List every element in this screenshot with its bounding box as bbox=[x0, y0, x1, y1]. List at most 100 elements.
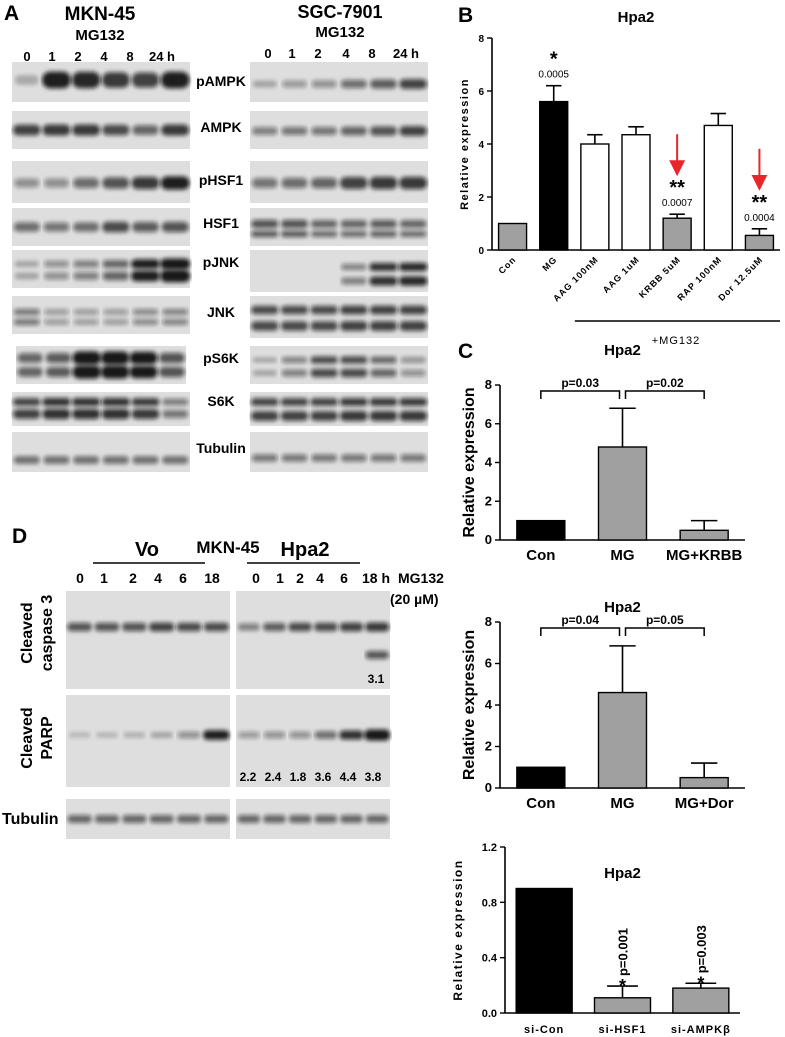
blot-band bbox=[14, 178, 40, 188]
blot-parp-vo bbox=[66, 695, 230, 787]
blot-band bbox=[370, 231, 397, 237]
blot-membrane bbox=[236, 799, 390, 839]
blot-band bbox=[250, 411, 279, 421]
blot-band bbox=[43, 178, 70, 188]
category-label: si-AMPKβ bbox=[671, 1024, 731, 1036]
blot-band bbox=[310, 231, 338, 237]
blot-band bbox=[280, 305, 309, 315]
blot-band bbox=[251, 178, 278, 188]
y-tick-label: 8 bbox=[478, 34, 484, 45]
row-label-tubulin: Tubulin bbox=[2, 811, 59, 828]
blot-band bbox=[102, 456, 130, 464]
timepoint-label: 2 bbox=[314, 46, 321, 61]
blot-band bbox=[281, 356, 308, 364]
p-value-label: p=0.003 bbox=[694, 925, 709, 973]
timepoint-label: 24 h bbox=[393, 46, 419, 61]
category-label: MG+KRBB bbox=[666, 547, 742, 564]
blot-membrane bbox=[16, 346, 186, 384]
blot-membrane bbox=[12, 62, 190, 102]
blot-band bbox=[102, 177, 130, 189]
protein-label-pjnk: pJNK bbox=[203, 254, 240, 270]
blot-band bbox=[311, 80, 337, 88]
panel-a-right-treatment: MG132 bbox=[315, 24, 364, 41]
blot-caspase3-hpa2 bbox=[236, 591, 390, 689]
blot-band bbox=[67, 815, 92, 823]
blot-band bbox=[131, 176, 160, 190]
blot-ampk-sgc7901 bbox=[250, 111, 428, 149]
blot-band bbox=[161, 221, 189, 233]
timepoint-label: 6 bbox=[179, 570, 187, 586]
p-value-label: 0.0005 bbox=[538, 70, 569, 81]
blot-band bbox=[96, 732, 118, 738]
panel-d-vo-timepoints: 0 1 2 4 6 18 bbox=[76, 570, 220, 586]
y-tick-label: 6 bbox=[485, 656, 492, 671]
blot-band bbox=[280, 398, 309, 406]
blot-band bbox=[72, 456, 100, 464]
blot-band bbox=[43, 272, 70, 280]
parp-quant-values: 2.2 2.4 1.8 3.6 4.4 3.8 bbox=[240, 770, 382, 784]
blot-band bbox=[130, 259, 161, 269]
blot-jnk-sgc7901 bbox=[250, 296, 428, 338]
blot-band bbox=[102, 124, 130, 136]
blot-membrane bbox=[250, 250, 428, 292]
blot-band bbox=[158, 352, 185, 364]
panel-a-right-timepoints: 0 1 2 4 8 24 h bbox=[264, 46, 419, 61]
blot-ps6k-mkn45 bbox=[16, 346, 186, 384]
blot-band bbox=[14, 261, 39, 267]
blot-hsf1-sgc7901 bbox=[250, 208, 428, 246]
blot-band bbox=[370, 79, 397, 89]
blot-band bbox=[68, 732, 91, 738]
blot-band bbox=[13, 222, 41, 232]
blot-band bbox=[250, 398, 279, 406]
blot-band bbox=[364, 729, 391, 741]
caspase-quant-value: 3.1 bbox=[368, 672, 385, 686]
blot-band bbox=[158, 366, 185, 378]
chart-c1: Hpa2 Relative expression 0 2 4 6 8 Con MG MG+KRBB… bbox=[461, 342, 745, 564]
blot-phsf1-mkn45 bbox=[12, 161, 190, 203]
panel-d-dose: (20 µM) bbox=[390, 591, 439, 607]
blot-band bbox=[73, 319, 99, 325]
panel-d-blots bbox=[66, 591, 391, 839]
blot-band bbox=[43, 260, 70, 268]
blot-band bbox=[280, 321, 309, 331]
bar bbox=[621, 134, 651, 251]
comparison-bracket bbox=[540, 390, 621, 399]
y-tick-label: 4 bbox=[485, 697, 493, 712]
blot-membrane bbox=[250, 392, 428, 426]
chart-title: Hpa2 bbox=[604, 865, 641, 882]
blot-band bbox=[43, 222, 70, 232]
blot-band bbox=[102, 260, 130, 268]
blot-membrane bbox=[250, 432, 428, 472]
protein-label-ampk: AMPK bbox=[200, 119, 241, 135]
blot-band bbox=[340, 79, 368, 89]
parp-quant-value: 2.4 bbox=[265, 770, 282, 784]
panel-d-letter: D bbox=[12, 525, 27, 548]
blot-pjnk-mkn45 bbox=[12, 250, 191, 288]
blot-band bbox=[400, 369, 426, 377]
blot-band bbox=[339, 177, 368, 189]
blot-membrane bbox=[250, 62, 428, 102]
comparison-p-value: p=0.03 bbox=[561, 376, 599, 390]
protein-label-s6k: S6K bbox=[207, 393, 234, 409]
blot-band bbox=[102, 271, 130, 281]
blot-hsf1-mkn45 bbox=[12, 208, 190, 246]
blot-band bbox=[121, 622, 147, 632]
blot-band bbox=[364, 622, 390, 632]
y-tick-label: 0.0 bbox=[482, 1008, 497, 1020]
blot-band bbox=[148, 622, 175, 632]
protein-label-phsf1: pHSF1 bbox=[199, 172, 244, 188]
blot-band bbox=[238, 731, 260, 739]
blot-band bbox=[160, 71, 190, 89]
blot-band bbox=[339, 815, 364, 823]
blot-band bbox=[43, 456, 70, 464]
timepoint-label: 2 bbox=[296, 570, 304, 586]
blot-band bbox=[281, 369, 308, 377]
blot-membrane bbox=[12, 392, 190, 426]
blot-band bbox=[41, 71, 72, 89]
timepoint-label: 18 h bbox=[362, 570, 390, 586]
bar bbox=[497, 222, 528, 251]
row-label-cleaved: Cleaved bbox=[19, 602, 36, 663]
blot-band bbox=[94, 815, 120, 823]
blot-band bbox=[13, 318, 40, 326]
